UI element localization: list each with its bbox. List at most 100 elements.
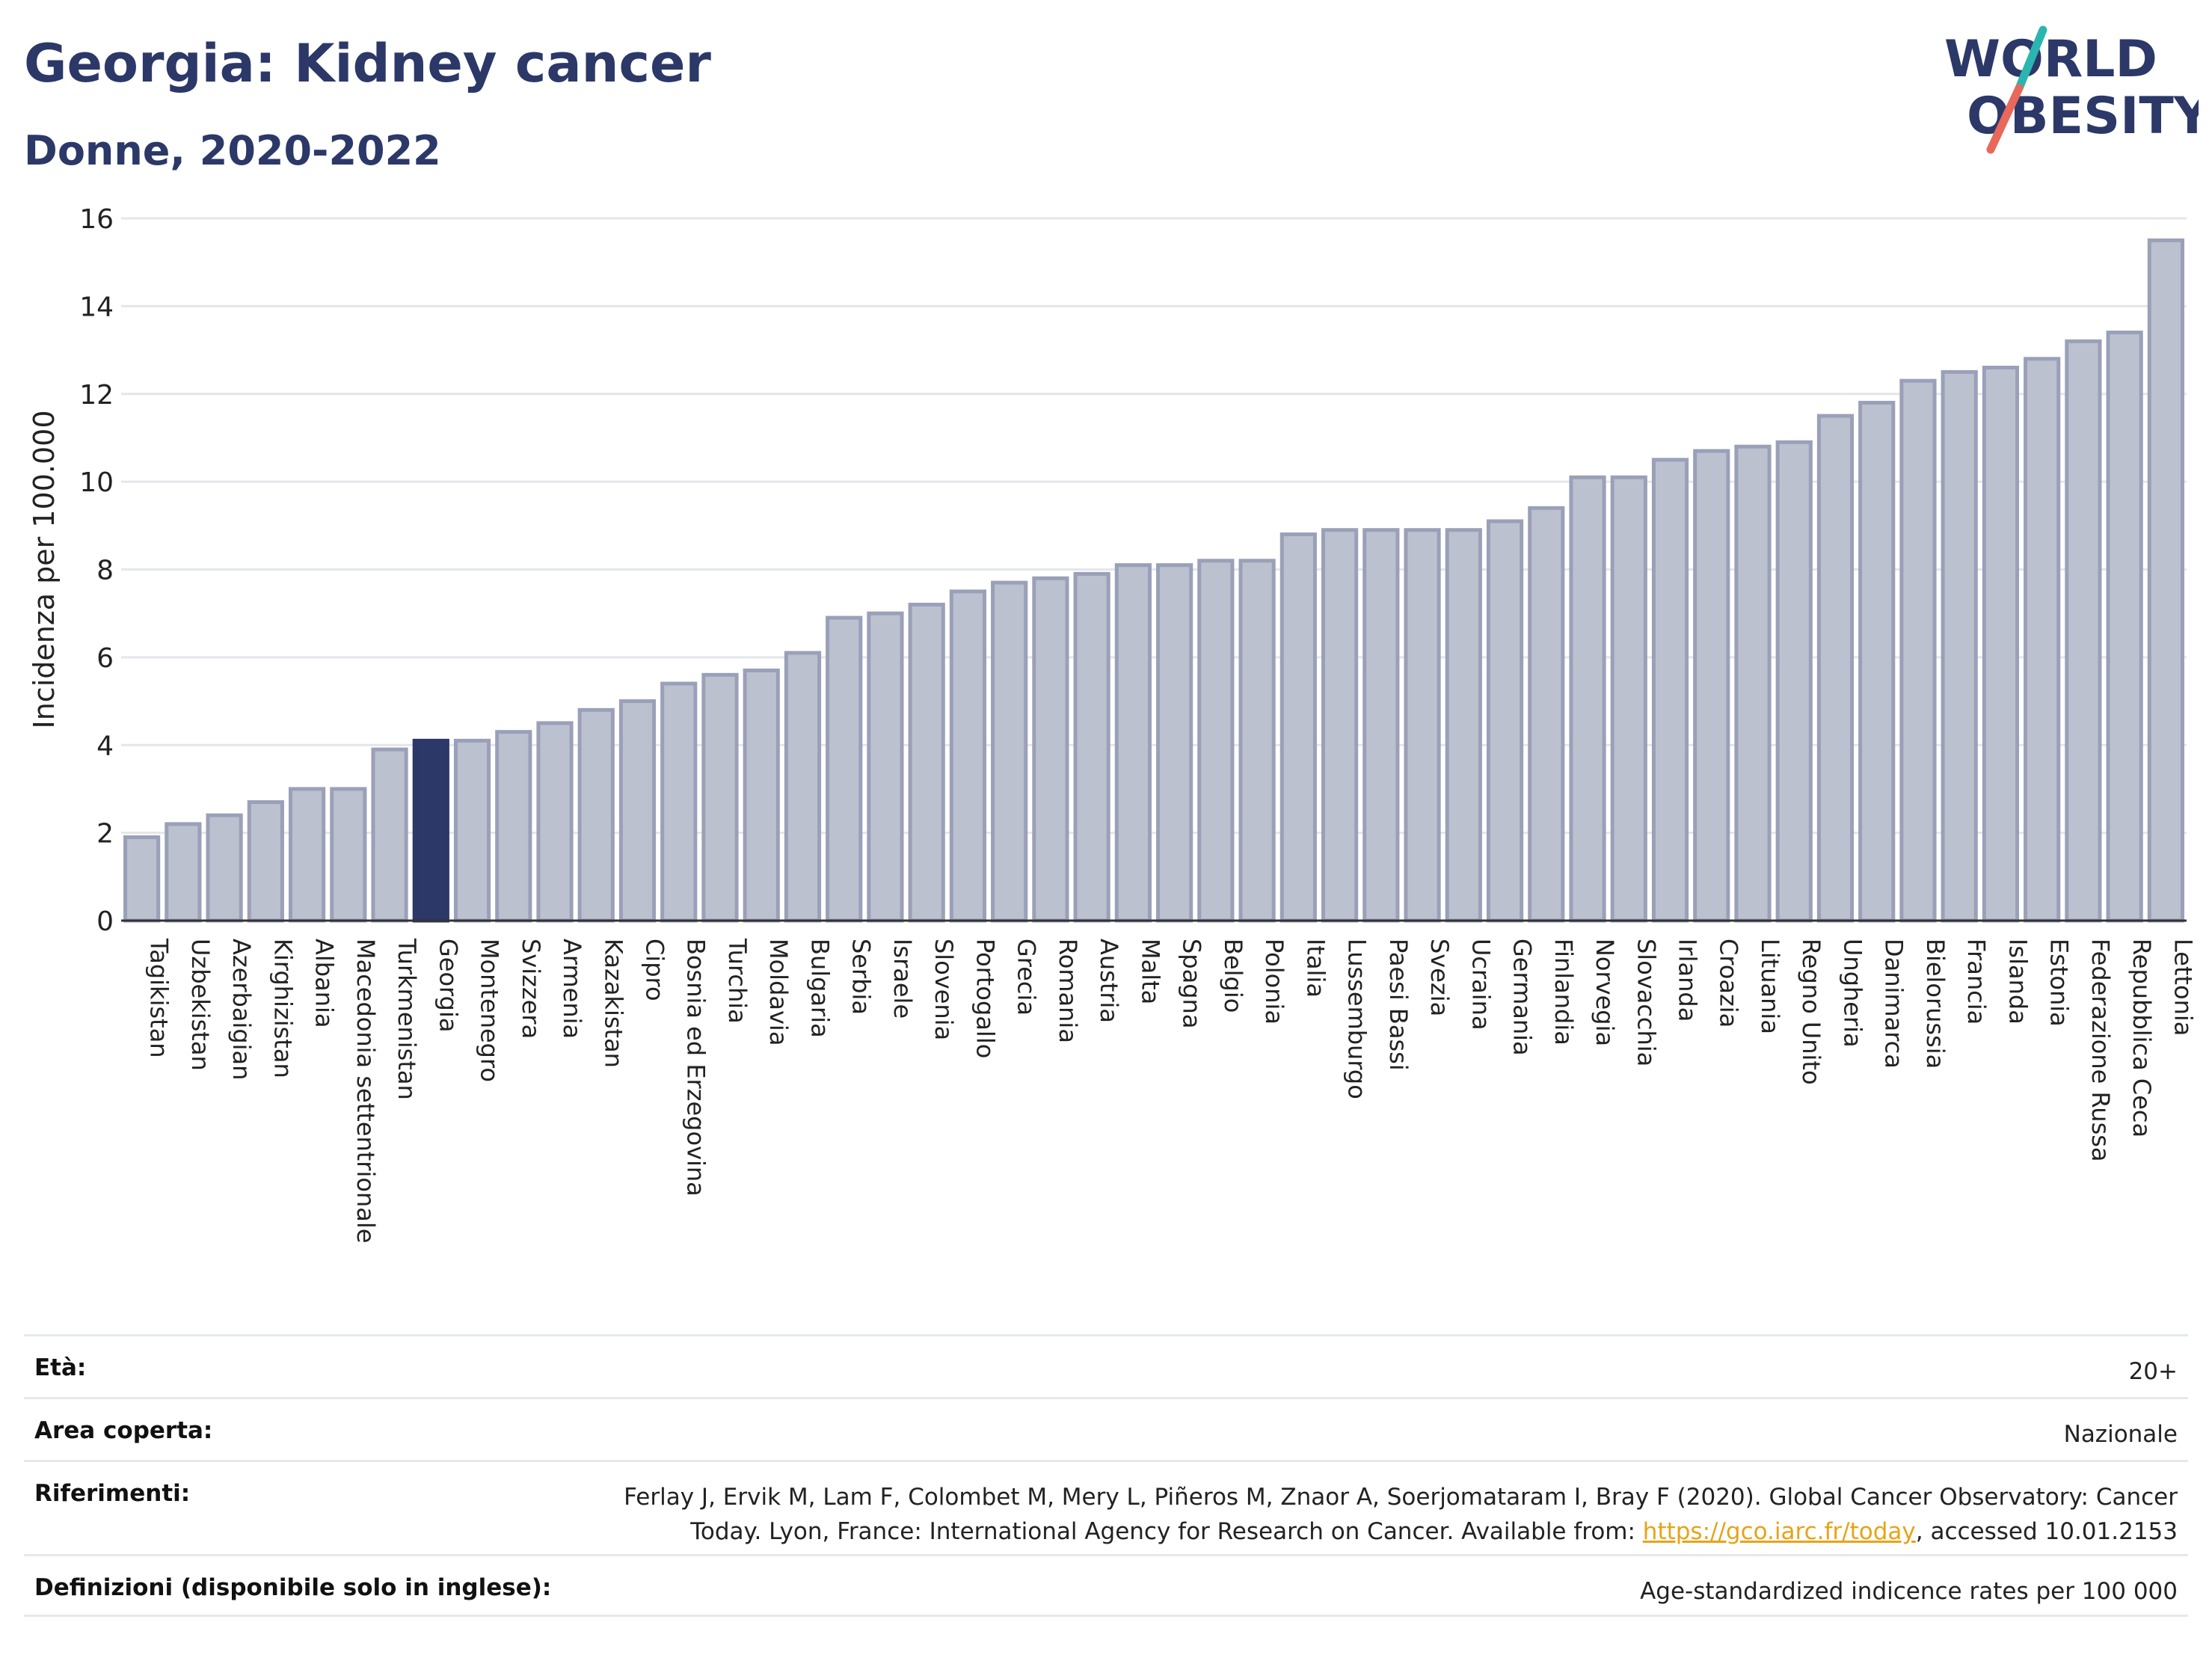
bar	[1734, 444, 1772, 923]
y-tick-label: 16	[79, 204, 114, 235]
x-tick-label: Lituania	[1756, 939, 1784, 1034]
x-tick-label: Cipro	[641, 939, 669, 1001]
x-tick-label: Kazakistan	[599, 939, 627, 1068]
y-axis-label: Incidenza per 100.000	[28, 411, 61, 729]
bar	[867, 611, 904, 923]
meta-row-age: Età: 20+	[24, 1334, 2188, 1397]
bar	[165, 822, 202, 923]
bar	[1858, 400, 1896, 923]
bar	[1982, 366, 2020, 923]
bar-highlight	[412, 738, 449, 923]
bar	[2024, 357, 2061, 923]
x-tick-label: Ucraina	[1466, 939, 1495, 1031]
x-tick-label: Grecia	[1013, 939, 1041, 1016]
bar	[1610, 475, 1647, 923]
age-value: 20+	[2128, 1358, 2178, 1385]
bar	[1528, 506, 1565, 923]
bars	[123, 238, 2184, 923]
chart-subtitle: Donne, 2020-2022	[24, 127, 441, 174]
bar	[2106, 331, 2143, 923]
bar	[453, 738, 491, 923]
x-tick-label: Svezia	[1425, 939, 1454, 1016]
bar	[577, 707, 615, 923]
logo-slash-top	[2015, 25, 2047, 93]
x-tick-label: Regno Unito	[1797, 939, 1825, 1085]
bar	[1073, 571, 1110, 923]
x-tick-label: Estonia	[2045, 939, 2074, 1027]
x-tick-label: Lettonia	[2169, 939, 2197, 1036]
bar	[1238, 559, 1276, 923]
bar	[1775, 440, 1813, 923]
bar	[1899, 378, 1937, 923]
bar	[123, 835, 161, 923]
definitions-value: Age-standardized indicence rates per 100…	[1640, 1578, 2178, 1605]
y-tick-label: 8	[96, 556, 114, 586]
bar	[1114, 563, 1152, 923]
chart-title: Georgia: Kidney cancer	[24, 33, 711, 94]
x-tick-label: Georgia	[434, 939, 462, 1032]
y-tick-label: 0	[96, 906, 114, 937]
references-text-2: Today. Lyon, France: International Agenc…	[690, 1518, 1643, 1545]
x-tick-label: Finlandia	[1549, 939, 1578, 1045]
x-tick-label: Bulgaria	[805, 939, 834, 1038]
x-tick-label: Danimarca	[1880, 939, 1908, 1069]
meta-row-references: Riferimenti: Ferlay J, Ervik M, Lam F, C…	[24, 1460, 2188, 1554]
logo-slash-bottom	[1986, 84, 2024, 154]
x-tick-label: Polonia	[1260, 939, 1288, 1025]
x-tick-label: Albania	[310, 939, 339, 1028]
x-tick-label: Francia	[1962, 939, 1991, 1025]
bar	[247, 800, 284, 923]
bar	[495, 730, 532, 923]
bar	[1362, 528, 1400, 923]
y-tick-label: 2	[96, 819, 114, 850]
bar	[991, 580, 1028, 923]
x-tick-labels: Tagikistan Uzbekistan Azerbaigian Kirghizis…	[145, 938, 2198, 1243]
x-tick-label: Kirghizistan	[268, 939, 297, 1078]
references-label: Riferimenti:	[34, 1480, 191, 1507]
bar	[1279, 532, 1317, 923]
bar	[1693, 449, 1730, 923]
x-tick-label: Paesi Bassi	[1384, 939, 1413, 1071]
meta-row-area: Area coperta: Nazionale	[24, 1397, 2188, 1460]
x-tick-label: Ungheria	[1838, 939, 1867, 1048]
y-tick-label: 10	[79, 467, 114, 498]
y-tick-label: 4	[96, 731, 114, 761]
bar	[826, 615, 863, 923]
x-tick-label: Serbia	[847, 939, 876, 1015]
y-tick-label: 12	[79, 380, 114, 411]
bar	[1156, 563, 1193, 923]
x-tick-label: Armenia	[558, 939, 586, 1039]
y-tick-label: 14	[79, 292, 114, 322]
bar	[1569, 475, 1606, 923]
bar	[330, 787, 367, 923]
bar	[908, 602, 945, 923]
x-tick-label: Tagikistan	[145, 938, 173, 1058]
x-tick-label: Austria	[1095, 939, 1123, 1023]
x-tick-label: Macedonia settentrionale	[351, 939, 380, 1243]
bar	[618, 699, 657, 923]
bar	[743, 668, 780, 923]
bar	[371, 747, 408, 923]
metadata-table: Età: 20+ Area coperta: Nazionale Riferim…	[24, 1334, 2188, 1617]
x-tick-label: Malta	[1136, 939, 1164, 1004]
references-text-3: , accessed 10.01.2153	[1915, 1518, 2178, 1545]
bar	[1321, 528, 1359, 923]
x-tick-label: Bosnia ed Erzegovina	[682, 939, 710, 1197]
references-link[interactable]: https://gco.iarc.fr/today	[1642, 1518, 1916, 1545]
x-tick-label: Belgio	[1219, 939, 1247, 1013]
meta-row-definitions: Definizioni (disponibile solo in inglese…	[24, 1554, 2188, 1617]
bar	[1816, 414, 1855, 923]
bar	[1032, 576, 1069, 923]
bar-chart: 0 2 4 6 8 10 12 14 16 Tagikistan Uzbekistan Azerba…	[28, 204, 2198, 1243]
bar	[1445, 528, 1482, 923]
x-tick-label: Romania	[1054, 939, 1082, 1043]
x-tick-label: Uzbekistan	[186, 939, 215, 1071]
bar	[1941, 369, 1978, 923]
bar	[2147, 238, 2184, 923]
definitions-label: Definizioni (disponibile solo in inglese…	[34, 1574, 552, 1601]
bar	[784, 651, 822, 923]
x-tick-label: Svizzera	[517, 939, 545, 1039]
x-tick-label: Portogallo	[971, 939, 999, 1058]
x-tick-label: Italia	[1301, 939, 1330, 998]
bar	[536, 721, 574, 923]
